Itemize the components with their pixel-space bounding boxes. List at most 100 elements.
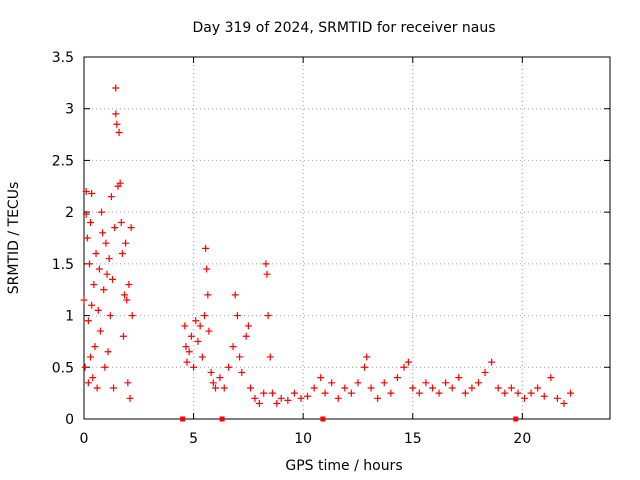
- data-point: [567, 389, 575, 397]
- data-point: [409, 384, 417, 392]
- data-point: [387, 389, 395, 397]
- data-point: [225, 363, 233, 371]
- y-tick-label: 1: [65, 309, 74, 325]
- data-point: [422, 379, 430, 387]
- data-point: [119, 332, 127, 340]
- data-point: [255, 399, 263, 407]
- data-point: [91, 343, 99, 351]
- data-point: [185, 348, 193, 356]
- data-point: [89, 374, 97, 382]
- data-points: [80, 84, 575, 407]
- data-point: [264, 312, 272, 320]
- data-point: [110, 384, 118, 392]
- data-point: [540, 392, 548, 400]
- data-point: [122, 239, 130, 247]
- gap-markers: [180, 416, 519, 422]
- data-point: [103, 270, 111, 278]
- data-point: [347, 389, 355, 397]
- axis-ticks: 0 0.5 1 1.5 2 2.5 3 3.5 0 5 10 15 20: [52, 50, 610, 447]
- data-point: [277, 394, 285, 402]
- data-point: [560, 399, 568, 407]
- data-point: [183, 358, 191, 366]
- data-point: [84, 379, 92, 387]
- data-point: [341, 384, 349, 392]
- data-point: [118, 250, 126, 258]
- data-point: [202, 244, 210, 252]
- data-point: [380, 379, 388, 387]
- data-point: [125, 281, 133, 289]
- data-point: [527, 389, 535, 397]
- data-point: [304, 392, 312, 400]
- data-point: [124, 379, 132, 387]
- data-point: [107, 193, 115, 201]
- data-point: [393, 374, 401, 382]
- data-point: [87, 353, 95, 361]
- data-point: [547, 374, 555, 382]
- data-point: [106, 312, 114, 320]
- data-point: [475, 379, 482, 387]
- data-point: [92, 250, 100, 258]
- data-point: [82, 210, 90, 218]
- data-point: [262, 260, 270, 268]
- data-point: [260, 389, 268, 397]
- data-point: [428, 384, 436, 392]
- data-point: [374, 394, 382, 402]
- data-point: [115, 129, 123, 137]
- gap-marker: [513, 416, 519, 422]
- data-point: [263, 270, 271, 278]
- data-point: [108, 275, 116, 283]
- data-point: [196, 322, 204, 330]
- data-point: [105, 255, 113, 263]
- data-point: [187, 332, 195, 340]
- data-point: [220, 384, 228, 392]
- data-point: [96, 327, 104, 335]
- data-point: [116, 179, 124, 187]
- y-tick-label: 0: [65, 412, 74, 428]
- x-tick-label: 5: [189, 431, 198, 447]
- data-point: [207, 368, 215, 376]
- data-point: [212, 384, 219, 392]
- data-point: [94, 306, 102, 314]
- y-tick-label: 0.5: [52, 360, 74, 376]
- data-point: [507, 384, 515, 392]
- data-point: [488, 358, 496, 366]
- data-point: [415, 389, 423, 397]
- data-point: [236, 353, 244, 361]
- data-point: [85, 260, 93, 268]
- data-point: [100, 286, 108, 294]
- data-point: [111, 224, 119, 232]
- data-point: [102, 239, 110, 247]
- data-point: [251, 394, 259, 402]
- data-point: [93, 384, 101, 392]
- y-tick-label: 2: [65, 205, 74, 221]
- data-point: [404, 358, 412, 366]
- data-point: [514, 389, 522, 397]
- data-point: [204, 291, 212, 299]
- grid: [84, 57, 610, 419]
- data-point: [367, 384, 375, 392]
- data-point: [334, 394, 342, 402]
- data-point: [400, 363, 408, 371]
- data-point: [83, 234, 91, 242]
- data-point: [442, 379, 450, 387]
- data-point: [229, 343, 237, 351]
- data-point: [534, 384, 542, 392]
- data-point: [317, 374, 325, 382]
- gap-marker: [219, 416, 225, 422]
- data-point: [190, 363, 198, 371]
- data-point: [461, 389, 469, 397]
- data-point: [80, 296, 88, 304]
- data-point: [247, 384, 255, 392]
- data-point: [128, 312, 136, 320]
- gap-marker: [180, 416, 186, 422]
- data-point: [192, 317, 200, 325]
- data-point: [98, 208, 106, 216]
- data-point: [198, 353, 206, 361]
- data-point: [126, 394, 134, 402]
- data-point: [82, 187, 90, 195]
- data-point: [238, 368, 246, 376]
- data-point: [481, 368, 489, 376]
- data-point: [521, 394, 529, 402]
